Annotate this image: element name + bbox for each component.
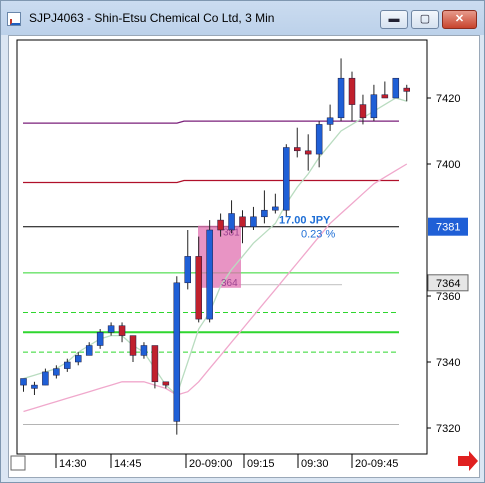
minimize-button[interactable]: ▬ [380,10,408,29]
candle-body[interactable] [140,345,148,356]
candle-body[interactable] [261,209,268,218]
x-tick-label: 09:15 [247,458,275,470]
marker-price-tag [427,274,469,292]
current-price-label: 7381 [436,222,460,234]
candle-body[interactable] [228,213,235,231]
candle-body[interactable] [239,216,246,227]
candle-body[interactable] [403,87,410,92]
x-tick-label: 20-09:00 [189,458,232,470]
candle-body[interactable] [64,361,71,369]
price-change-label: 17.00 JPY [279,215,331,227]
candle-body[interactable] [173,282,181,422]
level-line-red [23,179,399,184]
candle-body[interactable] [118,325,126,336]
x-tick-label: 14:30 [59,458,87,470]
candle-body[interactable] [381,94,389,99]
candle-body[interactable] [85,345,93,356]
candle-body[interactable] [272,206,279,211]
candle-body[interactable] [283,147,290,211]
candle-body[interactable] [294,147,301,152]
highlight-box [198,225,241,288]
candle-body[interactable] [337,77,345,119]
x-tick-label: 14:45 [114,458,142,470]
candlestick-chart[interactable]: 17.00 JPY 0.23 % 381 364 7320 7340 7360 7400 742… [9,36,479,477]
percent-change-label: 0.23 % [301,229,335,241]
candle-body[interactable] [129,335,137,356]
y-tick-label: 7360 [436,291,460,303]
window-title: SJPJ4063 - Shin-Etsu Chemical Co Ltd, 3 … [29,11,275,25]
box-label-top: 381 [223,228,240,239]
y-tick-label: 7320 [436,423,460,435]
candle-body[interactable] [315,124,323,155]
maximize-button[interactable]: ▢ [411,10,439,29]
candle-body[interactable] [53,368,60,376]
x-tick-label: 20-09:45 [355,458,398,470]
candle-body[interactable] [184,256,191,284]
time-scroll-box[interactable] [10,455,26,471]
candle-body[interactable] [304,150,312,155]
box-label-bottom: 364 [221,278,238,289]
candle-body[interactable] [217,219,224,231]
y-tick-label: 7340 [436,357,460,369]
close-button[interactable]: ✕ [442,10,477,29]
current-price-tag [428,217,468,236]
marker-price-label: 7364 [436,278,460,290]
candle-body[interactable] [348,77,356,105]
x-tick-label: 09:30 [301,458,329,470]
candle-body[interactable] [31,384,38,389]
candle-body[interactable] [250,216,257,227]
candle-body[interactable] [75,355,82,363]
candle-body[interactable] [107,325,115,333]
candle-body[interactable] [20,378,27,386]
chart-area[interactable]: 17.00 JPY 0.23 % 381 364 7320 7340 7360 7400 742… [8,35,480,478]
chart-app-icon [7,12,21,26]
candle-body[interactable] [151,345,159,383]
title-bar[interactable]: SJPJ4063 - Shin-Etsu Chemical Co Ltd, 3 … [1,1,484,35]
candle-body[interactable] [392,77,400,99]
moving-average-slow [23,163,408,413]
y-tick-label: 7420 [436,93,460,105]
candle-body[interactable] [42,371,49,386]
candle-body[interactable] [359,104,367,119]
candle-body[interactable] [96,332,104,346]
candle-body[interactable] [370,94,378,119]
candle-body[interactable] [326,117,334,125]
y-tick-label: 7400 [436,159,460,171]
candle-body[interactable] [162,381,170,386]
candle-body[interactable] [195,256,202,320]
scroll-right-arrow-icon[interactable] [458,451,478,471]
candle-body[interactable] [206,229,213,320]
level-line-purple [23,120,399,124]
